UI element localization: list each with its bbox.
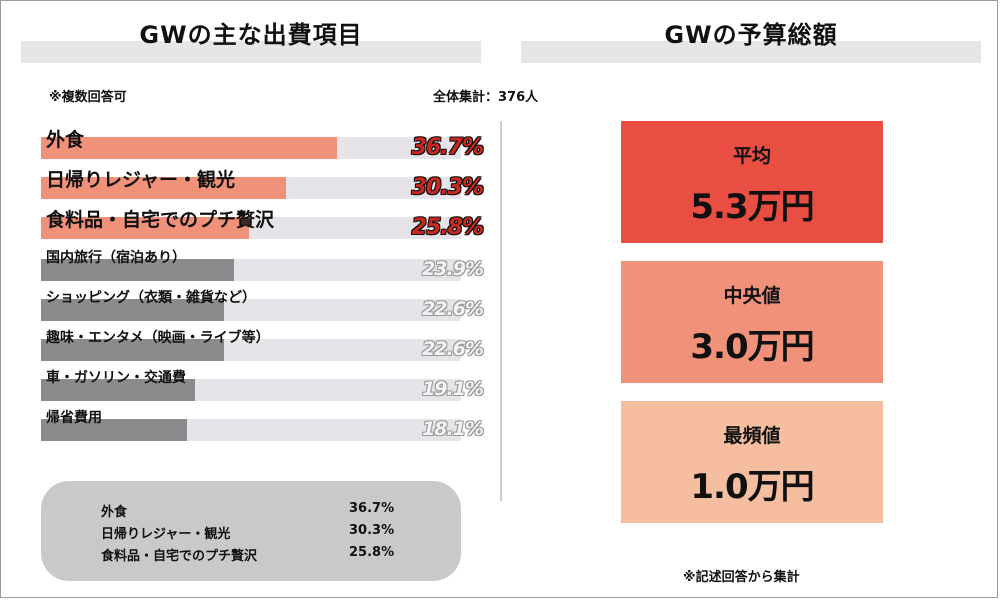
bar — [41, 217, 249, 239]
section-divider — [500, 121, 502, 501]
budget-method-note: ※記述回答から集計 — [683, 570, 800, 585]
category-label: 食料品・自宅でのプチ贅沢 — [46, 209, 275, 231]
category-label: 趣味・エンタメ（映画・ライブ等） — [46, 330, 270, 346]
left-section-title: GWの主な出費項目 — [139, 21, 363, 49]
bar-row: 車・ガソリン・交通費 19.1% — [41, 361, 501, 401]
bar — [41, 259, 234, 281]
category-label: 帰省費用 — [46, 410, 102, 426]
bar-row: ショッピング（衣類・雑貨など） 22.6% — [41, 281, 501, 321]
category-label: 国内旅行（宿泊あり） — [46, 250, 186, 266]
bar-row: 食料品・自宅でのプチ贅沢 25.8% — [41, 201, 501, 241]
stat-label: 平均 — [732, 145, 771, 167]
median-budget-card: 中央値 3.0万円 — [621, 261, 883, 383]
value-label: 18.1% — [422, 418, 484, 440]
multiple-answer-note: ※複数回答可 — [49, 90, 127, 105]
average-budget-card: 平均 5.3万円 — [621, 121, 883, 243]
summary-value: 36.7% — [349, 501, 395, 516]
stat-value: 5.3万円 — [690, 187, 814, 227]
bar — [41, 379, 195, 401]
summary-label: 食料品・自宅でのプチ贅沢 — [101, 549, 258, 564]
stat-value: 1.0万円 — [690, 467, 814, 507]
value-label: 25.8% — [411, 215, 484, 240]
bar-row: 帰省費用 18.1% — [41, 401, 501, 441]
bar-row: 外食 36.7% — [41, 121, 501, 161]
bar — [41, 339, 224, 361]
value-label: 22.6% — [422, 338, 484, 360]
bar — [41, 177, 286, 199]
value-label: 22.6% — [422, 298, 484, 320]
category-label: ショッピング（衣類・雑貨など） — [46, 290, 256, 306]
left-title-band — [21, 41, 481, 63]
value-label: 19.1% — [422, 378, 484, 400]
value-label: 36.7% — [411, 135, 484, 160]
summary-value: 30.3% — [349, 523, 395, 538]
respondent-total: 全体集計：376人 — [433, 90, 539, 105]
right-section-title: GWの予算総額 — [664, 21, 838, 49]
top3-summary-box: 外食 36.7% 日帰りレジャー・観光 30.3% 食料品・自宅でのプチ贅沢 2… — [41, 481, 461, 581]
stat-value: 3.0万円 — [690, 327, 814, 367]
stat-label: 中央値 — [723, 285, 781, 307]
bar-row: 趣味・エンタメ（映画・ライブ等） 22.6% — [41, 321, 501, 361]
category-label: 車・ガソリン・交通費 — [46, 370, 186, 386]
bar — [41, 419, 187, 441]
value-label: 23.9% — [422, 258, 484, 280]
summary-label: 外食 — [101, 505, 128, 520]
summary-label: 日帰りレジャー・観光 — [101, 527, 231, 542]
summary-value: 25.8% — [349, 545, 395, 560]
category-label: 日帰りレジャー・観光 — [46, 169, 236, 191]
bar — [41, 137, 337, 159]
bar-row: 国内旅行（宿泊あり） 23.9% — [41, 241, 501, 281]
bar-row: 日帰りレジャー・観光 30.3% — [41, 161, 501, 201]
mode-budget-card: 最頻値 1.0万円 — [621, 401, 883, 523]
bar — [41, 299, 224, 321]
category-label: 外食 — [46, 129, 85, 151]
stat-label: 最頻値 — [723, 425, 781, 447]
right-title-band — [521, 41, 981, 63]
value-label: 30.3% — [411, 175, 484, 200]
